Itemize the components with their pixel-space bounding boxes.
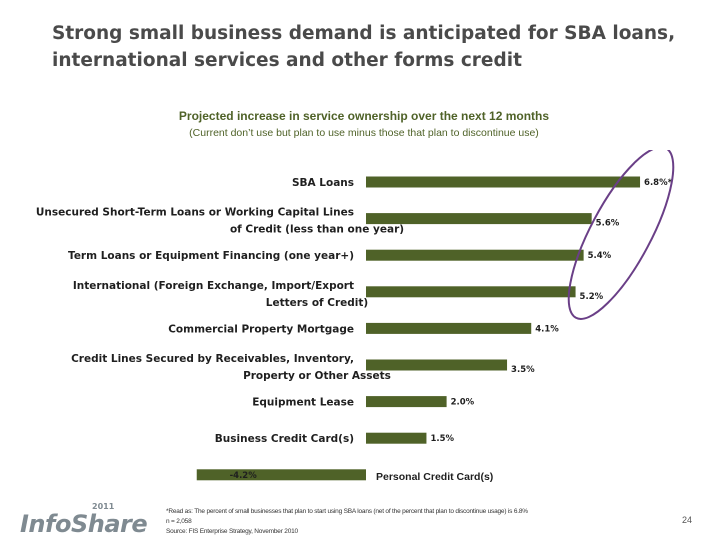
value-label-3: 5.4% [588, 251, 612, 261]
footnote-read-as: *Read as: The percent of small businesse… [166, 508, 528, 515]
chart-subtitle: (Current don’t use but plan to use minus… [189, 127, 539, 139]
category-label-5: Commercial Property Mortgage [168, 323, 354, 335]
bar-3 [366, 249, 584, 261]
category-label-4: International (Foreign Exchange, Import/… [73, 280, 368, 309]
category-label-2: Unsecured Short-Term Loans or Working Ca… [36, 207, 404, 236]
footnote-sample-size: n = 2,058 [166, 518, 192, 525]
bar-4 [366, 286, 576, 298]
highlight-ellipse [567, 150, 675, 320]
bar-7 [366, 396, 447, 408]
infoshare-logo: 2011 InfoShare [20, 502, 148, 542]
value-label-1: 6.8%* [644, 178, 673, 188]
value-label-8: 1.5% [430, 434, 454, 444]
logo-year: 2011 [92, 502, 115, 511]
value-label-2: 5.6% [596, 219, 620, 229]
chart-title: Projected increase in service ownership … [178, 109, 550, 123]
bar-8 [366, 432, 427, 444]
value-label-5: 4.1% [535, 324, 559, 334]
bar-1 [366, 176, 641, 188]
footnote-source: Source: FIS Enterprise Strategy, Novembe… [166, 528, 298, 535]
bar-5 [366, 322, 532, 334]
category-label-7: Equipment Lease [252, 397, 354, 409]
slide-title: Strong small business demand is anticipa… [52, 23, 676, 71]
bar-chart: 6.8%* SBA Loans 5.6% Unsecured Short-Term L… [36, 150, 675, 483]
value-label-9: -4.2% [230, 471, 258, 481]
category-label-8: Business Credit Card(s) [215, 433, 354, 445]
bar-2 [366, 213, 592, 225]
category-label-6: Credit Lines Secured by Receivables, Inv… [71, 353, 391, 382]
category-label-9: Personal Credit Card(s) [376, 471, 493, 483]
page-number: 24 [682, 515, 693, 525]
category-label-3: Term Loans or Equipment Financing (one y… [68, 250, 354, 262]
category-label-1: SBA Loans [292, 177, 354, 189]
bar-9 [196, 469, 366, 481]
value-label-7: 2.0% [451, 398, 475, 408]
logo-text: InfoShare [20, 510, 148, 538]
bar-6 [366, 359, 508, 371]
value-label-6: 3.5% [511, 365, 535, 375]
value-label-4: 5.2% [580, 292, 604, 302]
